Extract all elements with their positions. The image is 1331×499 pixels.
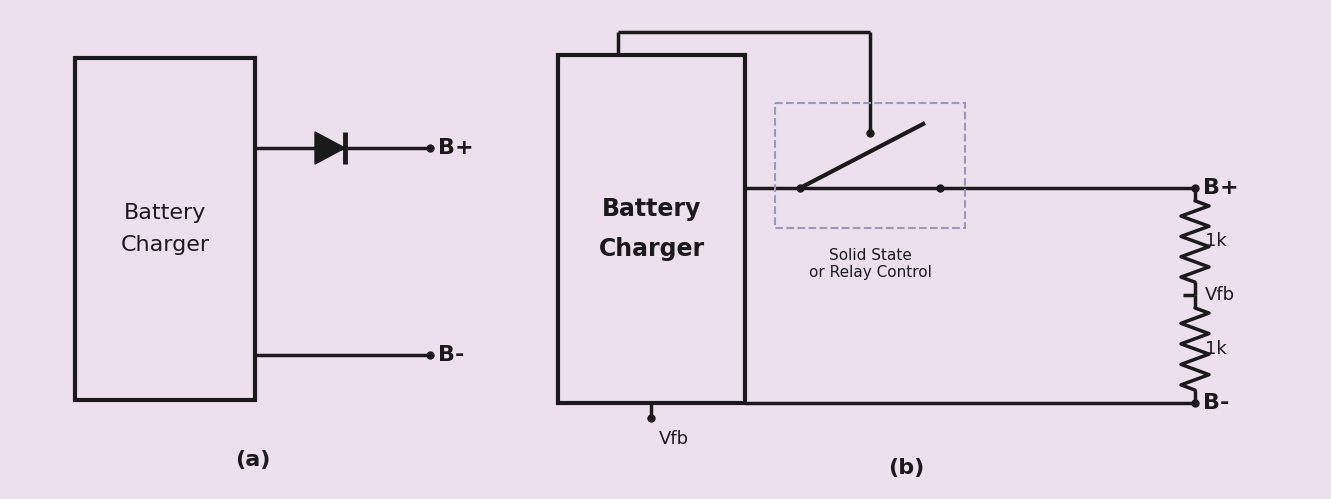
Text: Battery
Charger: Battery Charger <box>120 203 209 255</box>
Polygon shape <box>315 132 345 164</box>
Text: (a): (a) <box>234 450 270 470</box>
Text: B-: B- <box>1203 393 1230 413</box>
Text: B+: B+ <box>1203 178 1239 198</box>
Text: B+: B+ <box>438 138 474 158</box>
Bar <box>775 103 965 228</box>
Text: B-: B- <box>438 345 465 365</box>
Bar <box>558 55 745 403</box>
Text: 1k: 1k <box>1205 232 1227 250</box>
Bar <box>75 58 256 400</box>
Text: Battery
Charger: Battery Charger <box>599 198 704 260</box>
Text: Vfb: Vfb <box>659 430 689 448</box>
Text: Vfb: Vfb <box>1205 286 1235 304</box>
Text: (b): (b) <box>888 458 925 478</box>
Text: Solid State
or Relay Control: Solid State or Relay Control <box>808 248 932 280</box>
Text: 1k: 1k <box>1205 340 1227 358</box>
